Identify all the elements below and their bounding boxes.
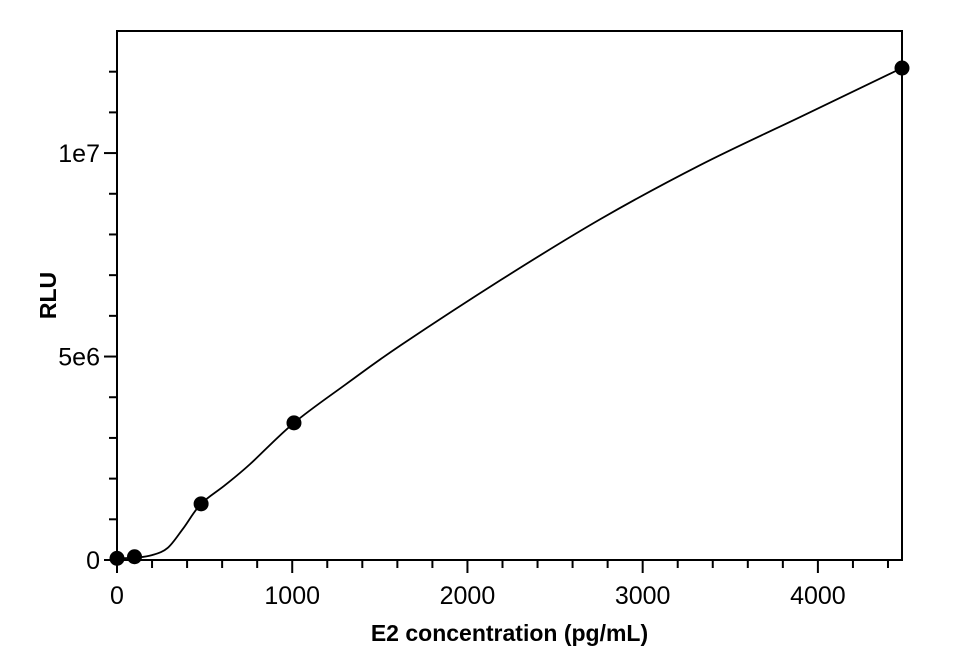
fit-curve [116,67,903,560]
data-point-marker [193,496,209,512]
plot-frame [116,30,903,561]
data-point-marker [286,415,302,431]
x-axis-tick-label: 2000 [440,582,496,610]
y-axis-title: RLU [35,272,61,319]
x-axis-tick-label: 3000 [615,582,671,610]
data-point-marker [894,60,910,76]
data-point-marker [127,549,143,565]
x-axis-title: E2 concentration (pg/mL) [371,620,648,646]
y-axis-tick-label: 1e7 [58,140,100,168]
x-axis-tick-label: 0 [110,582,124,610]
x-axis-tick-label: 4000 [790,582,846,610]
data-point-marker [109,550,125,566]
x-axis-tick-label: 1000 [264,582,320,610]
y-axis-tick-label: 0 [86,547,100,575]
y-axis-tick-label: 5e6 [58,344,100,372]
